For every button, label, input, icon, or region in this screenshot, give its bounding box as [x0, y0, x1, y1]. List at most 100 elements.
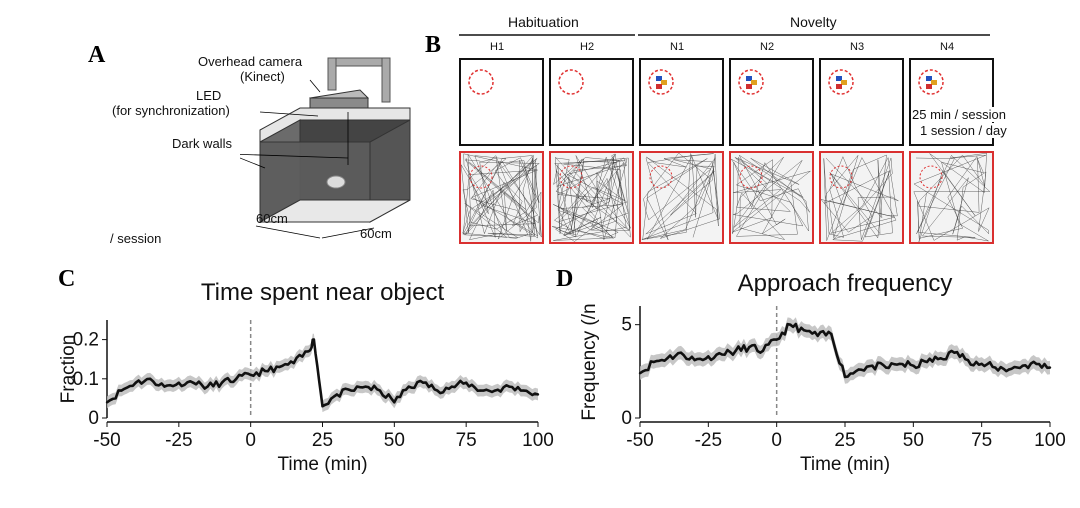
session-arena-n2: [729, 58, 814, 146]
data-point: [220, 381, 224, 384]
x-tick-label: 50: [903, 430, 924, 451]
data-point: [775, 338, 778, 341]
object-zone-circle: [918, 69, 944, 95]
movement-trace: [641, 153, 721, 241]
data-point: [120, 389, 123, 392]
object-zone-circle: [739, 165, 763, 189]
session-arena-n3: [819, 58, 904, 146]
novelty-label: Novelty: [790, 14, 837, 30]
session-label-n1: N1: [670, 41, 685, 53]
panel-b-letter: B: [425, 32, 442, 58]
camera-pointer: [309, 79, 321, 93]
data-point: [939, 357, 942, 360]
novel-object-block: [751, 80, 757, 85]
tracking-trace-h1: [459, 151, 544, 244]
led-pointer: [259, 111, 319, 117]
data-point: [321, 405, 324, 408]
data-point: [857, 368, 860, 371]
data-point: [292, 361, 295, 365]
object-zone-circle: [469, 165, 493, 189]
x-tick-label: 100: [1034, 430, 1066, 451]
camera-label: Overhead camera: [198, 54, 303, 69]
session-frequency-note: 1 session / day: [920, 123, 1007, 138]
x-tick-label: -50: [626, 430, 653, 451]
data-point: [312, 338, 316, 341]
data-point: [802, 329, 806, 332]
data-point: [249, 373, 252, 377]
x-tick-label: 0: [245, 430, 256, 451]
x-tick-label: -25: [165, 430, 192, 451]
data-point: [830, 332, 833, 336]
movement-trace: [821, 154, 899, 242]
x-axis-label: Time (min): [800, 454, 890, 475]
data-point: [789, 323, 792, 326]
session-arena-h1: [459, 58, 544, 146]
data-point: [666, 357, 669, 360]
movement-trace: [552, 153, 631, 242]
y-axis-label: Fraction: [58, 335, 79, 404]
data-point: [679, 351, 683, 354]
data-point: [843, 375, 847, 379]
data-point: [105, 401, 109, 404]
x-tick-label: 50: [384, 430, 405, 451]
object-zone-circle: [649, 165, 673, 189]
data-point: [278, 365, 281, 369]
data-point: [980, 362, 983, 366]
walls-pointer: [240, 153, 349, 159]
data-point: [1048, 366, 1052, 369]
data-point: [748, 345, 751, 349]
novel-object-block: [926, 76, 932, 81]
data-point: [421, 381, 425, 384]
data-point: [953, 351, 956, 354]
object-zone-circle: [559, 165, 583, 189]
arena-floor: [259, 199, 411, 223]
data-point: [761, 349, 765, 352]
panel-d-letter: D: [556, 266, 574, 292]
chart-approach-frequency: Approach frequency -50 -25 0 25 50 75 100 0 5 Time…: [579, 270, 1066, 475]
error-band: [640, 317, 1050, 384]
data-point: [148, 377, 152, 380]
novel-object-block: [836, 84, 842, 89]
led-label-sub: (for synchronization): [112, 103, 230, 118]
data-point: [263, 369, 267, 373]
movement-trace: [461, 153, 542, 242]
data-point: [898, 362, 901, 366]
tracking-trace-n3: [819, 151, 904, 244]
data-point: [536, 393, 540, 396]
object-zone-circle: [558, 69, 584, 95]
data-point: [522, 389, 525, 392]
session-arena-n1: [639, 58, 724, 146]
data-point: [163, 385, 166, 388]
tracking-trace-n2: [729, 151, 814, 244]
data-point: [816, 334, 819, 338]
data-point: [134, 381, 137, 384]
data-point: [912, 364, 915, 367]
y-tick-label: 0.2: [73, 330, 99, 351]
novel-object-block: [931, 80, 937, 85]
walls-label: Dark walls: [172, 136, 232, 151]
x-tick-label: -25: [695, 430, 722, 451]
tracking-trace-n4: [909, 151, 994, 244]
data-point: [306, 350, 310, 353]
y-axis-label: Frequency (/n: [579, 303, 600, 420]
x-tick-label: 25: [312, 430, 333, 451]
data-point: [925, 360, 929, 364]
data-point: [192, 381, 195, 384]
data-point: [693, 358, 696, 362]
session-duration-note: 25 min / session: [912, 107, 1006, 122]
y-tick-label: 5: [621, 315, 632, 336]
data-point: [871, 364, 874, 367]
camera-stand-leg: [381, 57, 391, 103]
chart-title: Approach frequency: [738, 270, 953, 297]
data-point: [734, 349, 737, 352]
session-label-n2: N2: [760, 41, 775, 53]
object-zone-circle: [648, 69, 674, 95]
dimension-label: 60cm: [360, 226, 392, 241]
tracking-trace-h2: [549, 151, 634, 244]
dimension-line: [255, 225, 321, 239]
x-tick-label: 0: [771, 430, 782, 451]
data-point: [1035, 362, 1038, 366]
x-axis-label: Time (min): [277, 454, 367, 475]
data-point: [638, 372, 642, 375]
walls-pointer: [240, 157, 266, 169]
